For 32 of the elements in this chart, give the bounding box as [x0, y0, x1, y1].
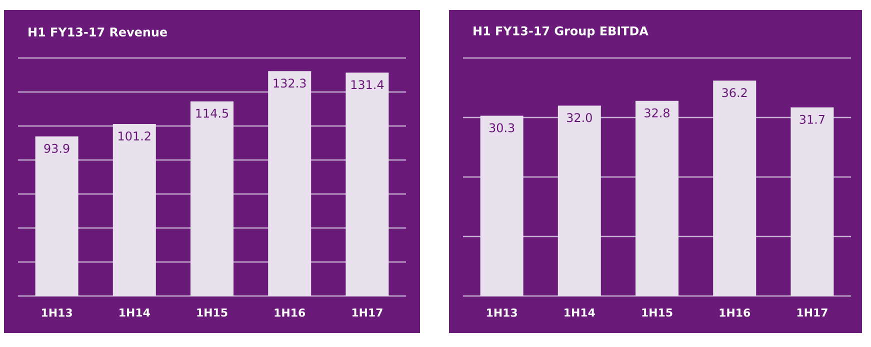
- x-tick-label: 1H14: [120, 308, 150, 317]
- data-label: 132.3: [274, 78, 306, 88]
- bar: [190, 101, 234, 296]
- data-label: 114.5: [196, 108, 228, 118]
- x-tick-label: 1H17: [352, 308, 382, 317]
- bar: [790, 107, 834, 296]
- bar: [112, 124, 156, 296]
- bar: [268, 71, 312, 296]
- bar: [558, 106, 601, 296]
- bar: [480, 116, 524, 296]
- x-tick-label: 1H17: [797, 308, 828, 317]
- x-tick-label: 1H16: [274, 308, 306, 317]
- data-label: 131.4: [351, 80, 384, 90]
- data-label: 101.2: [118, 131, 150, 141]
- x-tick-label: 1H13: [42, 308, 72, 317]
- data-label: 36.2: [722, 88, 747, 98]
- data-label: 32.8: [644, 108, 670, 118]
- data-label: 30.3: [489, 123, 514, 132]
- data-label: 32.0: [567, 113, 592, 122]
- bar: [636, 100, 679, 296]
- bar: [346, 72, 389, 296]
- x-tick-label: 1H15: [642, 308, 672, 317]
- data-label: 93.9: [44, 144, 70, 153]
- chart-title: H1 FY13-17 Revenue: [28, 27, 167, 37]
- x-tick-label: 1H15: [197, 308, 228, 317]
- chart-title: H1 FY13-17 Group EBITDA: [474, 26, 648, 38]
- data-label: 31.7: [800, 114, 824, 124]
- bar: [713, 80, 756, 296]
- x-tick-label: 1H13: [487, 308, 517, 317]
- x-tick-label: 1H14: [564, 308, 595, 317]
- x-tick-label: 1H16: [720, 308, 750, 317]
- bar: [35, 136, 78, 296]
